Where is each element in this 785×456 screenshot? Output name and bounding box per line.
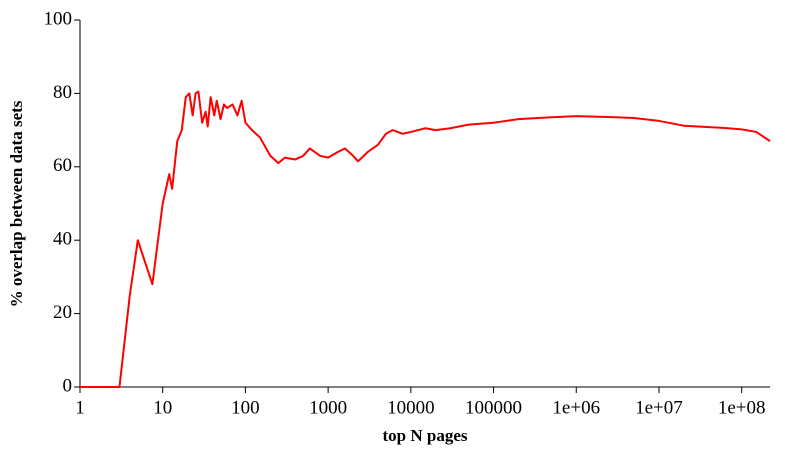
y-tick-label: 60 [53,155,72,176]
x-tick-label: 100000 [465,397,522,418]
y-tick-label: 100 [44,8,73,29]
x-tick-label: 1000 [309,397,347,418]
y-tick-label: 0 [63,375,73,396]
x-tick-label: 1e+06 [552,397,600,418]
x-tick-label: 1e+07 [635,397,683,418]
x-tick-label: 10000 [387,397,435,418]
y-tick-label: 20 [53,302,72,323]
x-tick-label: 1e+08 [718,397,766,418]
y-tick-label: 40 [53,229,72,250]
x-tick-label: 100 [231,397,260,418]
x-axis-label: top N pages [382,426,467,445]
x-tick-label: 10 [153,397,172,418]
y-tick-label: 80 [53,82,72,103]
data-line [80,90,771,388]
y-axis-label: % overlap between data sets [7,100,26,307]
x-tick-label: 1 [75,397,85,418]
